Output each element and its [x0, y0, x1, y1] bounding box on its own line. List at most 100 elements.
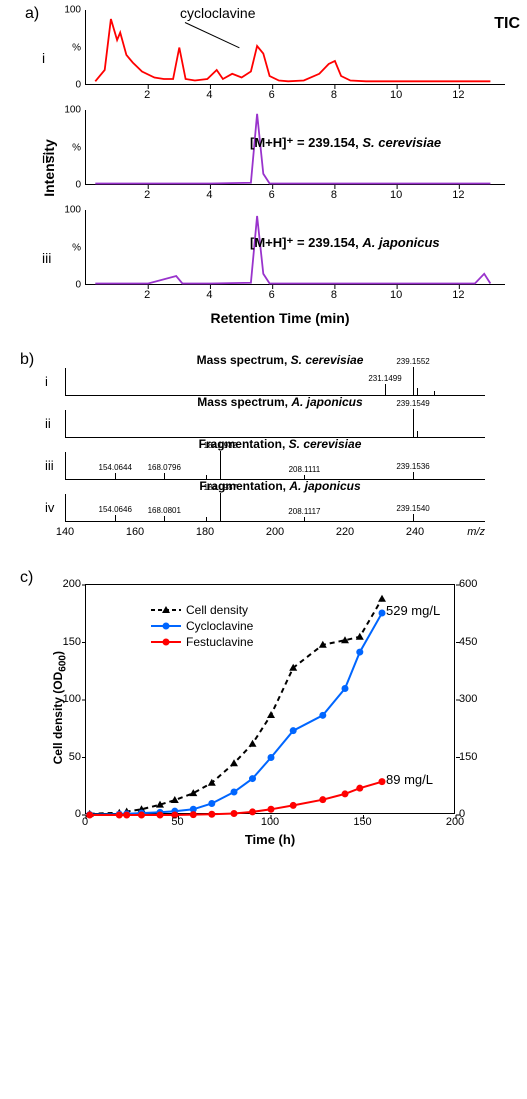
- legend-item: Festuclavine: [151, 635, 253, 649]
- cycloclavine-label: cycloclavine: [180, 5, 255, 21]
- legend-item: Cycloclavine: [151, 619, 253, 633]
- ms-peak: [115, 515, 116, 521]
- ms-subplot: iii Fragmentation, S. cerevisiae 154.0644 1…: [40, 440, 520, 482]
- x-tick-label: 10: [390, 289, 402, 301]
- panel-c-y-right-ticks: 0150300450600: [457, 584, 487, 814]
- ms-peak-label: 154.0644: [99, 463, 132, 472]
- ms-peak: [385, 384, 386, 395]
- panel-c: c) Cell density (OD600) Concentration (m…: [35, 574, 515, 854]
- legend-item: Cell density: [151, 603, 253, 617]
- ms-plot: 239.1549: [65, 410, 485, 438]
- x-tick-label: 8: [331, 289, 337, 301]
- ms-peak: [413, 514, 414, 521]
- ms-peak-label: 239.1552: [396, 357, 429, 366]
- x-tick-label: 12: [452, 189, 464, 201]
- ms-peak-label: 208.1117: [288, 507, 320, 516]
- ms-peak: [417, 388, 418, 395]
- panel-b-label: b): [20, 351, 34, 369]
- c-y-right-tick: 150: [459, 751, 477, 763]
- y-tick-label: 100: [64, 205, 81, 216]
- ms-plot: 231.1499239.1552: [65, 368, 485, 396]
- ms-plot: 154.0646168.0801184.0987208.1117239.1540: [65, 494, 485, 522]
- ms-title: Fragmentation, A. japonicus: [40, 479, 520, 493]
- ms-xtick: 220: [336, 526, 354, 538]
- y-tick-label: 100: [64, 5, 81, 16]
- ms-peak-label: 154.0646: [99, 505, 132, 514]
- c-y-right-tick: 450: [459, 636, 477, 648]
- panel-a: a) Intensity i0%100cycloclavineTIC246810…: [30, 10, 527, 326]
- ms-peak-label: 184.0982: [204, 441, 237, 450]
- ms-subplot: iMass spectrum, S. cerevisiae231.1499239…: [40, 356, 520, 398]
- c-y-left-tick: 200: [63, 578, 81, 590]
- subplot-roman: i: [42, 50, 45, 66]
- ms-peak-label: 168.0801: [148, 506, 181, 515]
- panel-b-xaxis: 140160180200220240m/z: [65, 524, 485, 544]
- chrom-plot: [85, 10, 505, 85]
- tic-label: TIC: [494, 15, 520, 33]
- c-y-left-tick: 50: [69, 751, 81, 763]
- ms-peak: [206, 517, 207, 521]
- panel-c-legend: Cell density Cycloclavine Festuclavine: [151, 603, 253, 651]
- x-tick-label: 10: [390, 189, 402, 201]
- x-tick-label: 2: [144, 289, 150, 301]
- ms-peak-label: 208.1111: [289, 465, 321, 474]
- chrom-subplot: iii0%100[M+H]⁺ = 239.154, A. japonicus24…: [30, 210, 527, 305]
- ms-xtick: 200: [266, 526, 284, 538]
- y-tick-label: 100: [64, 105, 81, 116]
- ms-subplot: ivFragmentation, A. japonicus154.0646168…: [40, 482, 520, 524]
- y-tick-label: 0: [75, 180, 81, 191]
- legend-label: Festuclavine: [186, 635, 253, 649]
- c-y-left-tick: 0: [75, 808, 81, 820]
- ms-xtick: 240: [406, 526, 424, 538]
- value-label: 89 mg/L: [386, 772, 433, 787]
- c-x-tick: 100: [261, 816, 279, 828]
- c-x-tick: 0: [82, 816, 88, 828]
- x-tick-label: 10: [390, 89, 402, 101]
- c-y-right-tick: 300: [459, 693, 477, 705]
- c-x-tick: 50: [171, 816, 183, 828]
- x-tick-label: 8: [331, 89, 337, 101]
- chrom-annotation: [M+H]⁺ = 239.154, A. japonicus: [250, 235, 440, 251]
- c-y-right-tick: 600: [459, 578, 477, 590]
- subplot-roman: iii: [42, 250, 51, 266]
- value-label: 529 mg/L: [386, 603, 440, 618]
- ms-peak: [220, 493, 221, 521]
- ms-xtick: 160: [126, 526, 144, 538]
- panel-c-label: c): [20, 569, 33, 587]
- ms-title: Mass spectrum, S. cerevisiae: [40, 353, 520, 367]
- x-tick-label: 6: [269, 289, 275, 301]
- ms-title: Fragmentation, S. cerevisiae: [40, 437, 520, 451]
- c-x-tick: 150: [353, 816, 371, 828]
- legend-label: Cell density: [186, 603, 248, 617]
- ms-subplot: iiMass spectrum, A. japonicus239.1549: [40, 398, 520, 440]
- ms-peak: [164, 516, 165, 521]
- ms-peak: [413, 367, 414, 395]
- c-x-tick: 200: [446, 816, 464, 828]
- y-tick-label: %: [72, 42, 81, 53]
- c-y-left-tick: 150: [63, 636, 81, 648]
- chrom-subplot: i0%100cycloclavineTIC24681012: [30, 10, 527, 105]
- y-tick-label: %: [72, 142, 81, 153]
- ms-xtick: 140: [56, 526, 74, 538]
- ms-peak: [304, 517, 305, 521]
- ms-peak-label: 239.1540: [396, 504, 429, 513]
- y-tick-label: %: [72, 242, 81, 253]
- panel-a-x-label: Retention Time (min): [30, 310, 527, 326]
- x-tick-label: 4: [206, 189, 212, 201]
- chrom-subplot: ii0%100[M+H]⁺ = 239.154, S. cerevisiae24…: [30, 110, 527, 205]
- legend-label: Cycloclavine: [186, 619, 253, 633]
- y-tick-label: 0: [75, 280, 81, 291]
- x-tick-label: 2: [144, 89, 150, 101]
- ms-peak: [413, 472, 414, 479]
- ms-plot: 154.0644168.0796184.0982208.1111239.1536: [65, 452, 485, 480]
- ms-xlabel: m/z: [467, 526, 485, 538]
- x-tick-label: 4: [206, 289, 212, 301]
- ms-peak-label: 239.1536: [396, 462, 429, 471]
- ms-roman: iii: [45, 458, 54, 473]
- y-tick-label: 0: [75, 80, 81, 91]
- x-tick-label: 2: [144, 189, 150, 201]
- panel-c-y-left-ticks: 050100150200: [55, 584, 83, 814]
- ms-peak-label: 184.0987: [204, 483, 237, 492]
- c-y-left-tick: 100: [63, 693, 81, 705]
- ms-peak-label: 168.0796: [148, 463, 181, 472]
